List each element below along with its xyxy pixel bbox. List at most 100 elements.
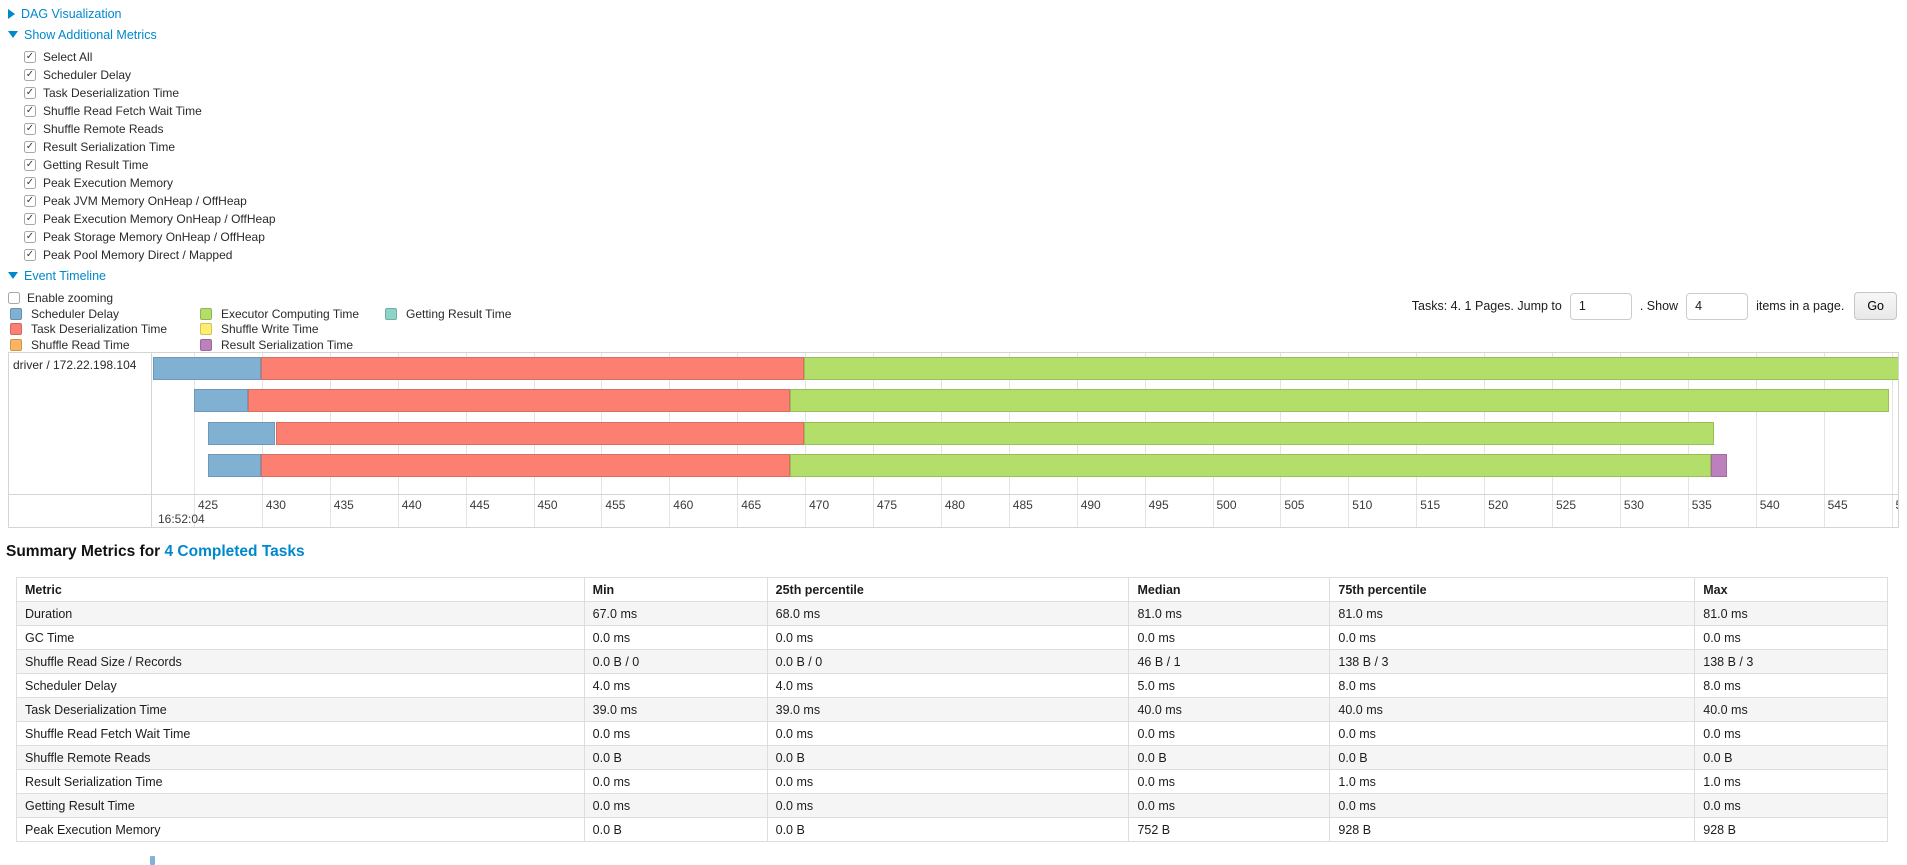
dag-visualization-link[interactable]: DAG Visualization [21, 6, 122, 21]
task-bar-segment-scheduler-delay[interactable] [207, 454, 261, 477]
task-bar-segment-executor-computing[interactable] [790, 454, 1711, 477]
scheduler-delay-swatch [10, 307, 22, 320]
show-additional-metrics-link[interactable]: Show Additional Metrics [24, 27, 157, 42]
metric-value-cell: 67.0 ms [583, 601, 768, 626]
metric-value-cell: 0.0 ms [1694, 721, 1888, 746]
axis-tick-label: 465 [741, 498, 762, 512]
metric-checkbox-row[interactable]: ✓ Peak Execution Memory [8, 174, 708, 192]
task-bar-segment-scheduler-delay[interactable] [207, 422, 276, 445]
metric-value-cell: 0.0 ms [1694, 625, 1888, 650]
axis-time-label: 16:52:04 [158, 512, 205, 526]
axis-tick-label: 425 [198, 498, 219, 512]
table-row: Task Deserialization Time 39.0 ms 39.0 ms 4… [16, 697, 1888, 722]
jump-to-page-input[interactable] [1569, 292, 1632, 320]
metric-name-cell: Scheduler Delay [16, 673, 585, 698]
legend-item-label: Result Serialization Time [221, 337, 354, 352]
task-bar-segment-executor-computing[interactable] [790, 389, 1889, 412]
metric-checkbox-label: Peak Execution Memory OnHeap / OffHeap [43, 212, 276, 226]
getting-result-swatch [385, 307, 397, 320]
metric-checkbox-row[interactable]: ✓ Scheduler Delay [8, 66, 708, 84]
table-header-row: Metric Min 25th percentile Median 75th perce… [16, 577, 1888, 602]
metric-value-cell: 8.0 ms [1329, 673, 1696, 698]
metric-checkbox-row[interactable]: ✓ Peak Storage Memory OnHeap / OffHeap [8, 228, 708, 246]
legend-item: Getting Result Time [385, 306, 511, 322]
enable-zooming-checkbox[interactable] [8, 292, 20, 304]
metric-value-cell: 68.0 ms [766, 601, 1130, 626]
metric-checkbox[interactable]: ✓ [24, 69, 36, 81]
metric-value-cell: 0.0 B / 0 [766, 649, 1130, 674]
chart-axis-line [9, 494, 1898, 495]
metric-value-cell: 39.0 ms [583, 697, 768, 722]
metric-name-cell: GC Time [16, 625, 585, 650]
task-bar-segment-scheduler-delay[interactable] [194, 389, 249, 412]
task-bar-segment-task-deserialization[interactable] [248, 389, 791, 412]
task-bar-segment-task-deserialization[interactable] [260, 454, 791, 477]
metric-checkbox-label: Select All [43, 50, 93, 64]
metric-checkbox[interactable]: ✓ [24, 177, 36, 189]
metric-checkbox[interactable]: ✓ [24, 87, 36, 99]
chevron-right-icon [8, 8, 15, 19]
task-bar-segment-executor-computing[interactable] [803, 357, 1898, 380]
summary-heading-prefix: Summary Metrics for [6, 543, 165, 560]
metric-checkbox-row[interactable]: ✓ Peak JVM Memory OnHeap / OffHeap [8, 192, 708, 210]
metric-checkbox-row[interactable]: ✓ Result Serialization Time [8, 138, 708, 156]
legend-column: Getting Result Time [385, 306, 511, 353]
metric-checkbox-row[interactable]: ✓ Select All [8, 48, 708, 66]
metric-checkbox[interactable]: ✓ [24, 51, 36, 63]
event-timeline-link[interactable]: Event Timeline [24, 268, 106, 283]
metric-value-cell: 5.0 ms [1128, 673, 1331, 698]
enable-zooming-row[interactable]: Enable zooming [8, 289, 708, 307]
chevron-down-icon [8, 31, 18, 38]
metric-checkbox-row[interactable]: ✓ Peak Pool Memory Direct / Mapped [8, 246, 708, 264]
task-bar-segment-task-deserialization[interactable] [275, 422, 804, 445]
metric-checkbox[interactable]: ✓ [24, 195, 36, 207]
metric-value-cell: 0.0 B [766, 745, 1130, 770]
metric-checkbox-row[interactable]: ✓ Shuffle Read Fetch Wait Time [8, 102, 708, 120]
metric-value-cell: 0.0 B [766, 817, 1130, 842]
metric-checkbox-row[interactable]: ✓ Shuffle Remote Reads [8, 120, 708, 138]
dag-visualization-toggle[interactable]: DAG Visualization [8, 6, 708, 21]
metric-checkbox[interactable]: ✓ [24, 105, 36, 117]
metric-name-cell: Duration [16, 601, 585, 626]
task-bar-segment-task-deserialization[interactable] [260, 357, 804, 380]
event-timeline-toggle[interactable]: Event Timeline [8, 268, 708, 283]
additional-metrics-panel: DAG Visualization Show Additional Metric… [8, 6, 708, 307]
metric-checkbox[interactable]: ✓ [24, 141, 36, 153]
metric-value-cell: 0.0 B / 0 [583, 649, 768, 674]
axis-tick-label: 545 [1827, 498, 1848, 512]
task-pagination: Tasks: 4. 1 Pages. Jump to . Show items … [1408, 292, 1897, 320]
task-bar-segment-scheduler-delay[interactable] [153, 357, 261, 380]
metric-checkbox-label: Scheduler Delay [43, 68, 132, 82]
legend-item-label: Getting Result Time [406, 306, 512, 321]
task-bar-segment-executor-computing[interactable] [803, 422, 1714, 445]
metric-checkbox-row[interactable]: ✓ Task Deserialization Time [8, 84, 708, 102]
metric-value-cell: 0.0 ms [1128, 769, 1331, 794]
metric-checkbox[interactable]: ✓ [24, 123, 36, 135]
metric-value-cell: 0.0 ms [1694, 793, 1888, 818]
table-header-cell: Metric [16, 577, 585, 602]
timeline-legend: Scheduler Delay Task Deserialization Time… [10, 306, 511, 353]
completed-tasks-link[interactable]: 4 Completed Tasks [164, 543, 305, 560]
axis-tick-label: 505 [1284, 498, 1305, 512]
metric-name-cell: Shuffle Read Size / Records [16, 649, 585, 674]
metric-checkbox[interactable]: ✓ [24, 231, 36, 243]
metric-value-cell: 0.0 ms [766, 793, 1130, 818]
task-bar-segment-result-serialization[interactable] [1710, 454, 1728, 477]
metric-value-cell: 0.0 ms [766, 721, 1130, 746]
metric-checkbox[interactable]: ✓ [24, 213, 36, 225]
axis-tick-label: 440 [401, 498, 422, 512]
go-button[interactable]: Go [1854, 292, 1897, 320]
show-additional-metrics-toggle[interactable]: Show Additional Metrics [8, 27, 708, 42]
executor-computing-swatch [200, 307, 212, 320]
summary-metrics-table: Metric Min 25th percentile Median 75th perce… [16, 577, 1888, 842]
chart-gridline [194, 353, 195, 527]
metric-checkbox[interactable]: ✓ [24, 159, 36, 171]
metric-name-cell: Result Serialization Time [16, 769, 585, 794]
metric-name-cell: Shuffle Read Fetch Wait Time [16, 721, 585, 746]
items-per-page-input[interactable] [1686, 292, 1749, 320]
metric-checkbox-row[interactable]: ✓ Getting Result Time [8, 156, 708, 174]
metric-checkbox[interactable]: ✓ [24, 249, 36, 261]
metric-value-cell: 0.0 ms [1329, 721, 1696, 746]
metric-checkbox-row[interactable]: ✓ Peak Execution Memory OnHeap / OffHeap [8, 210, 708, 228]
